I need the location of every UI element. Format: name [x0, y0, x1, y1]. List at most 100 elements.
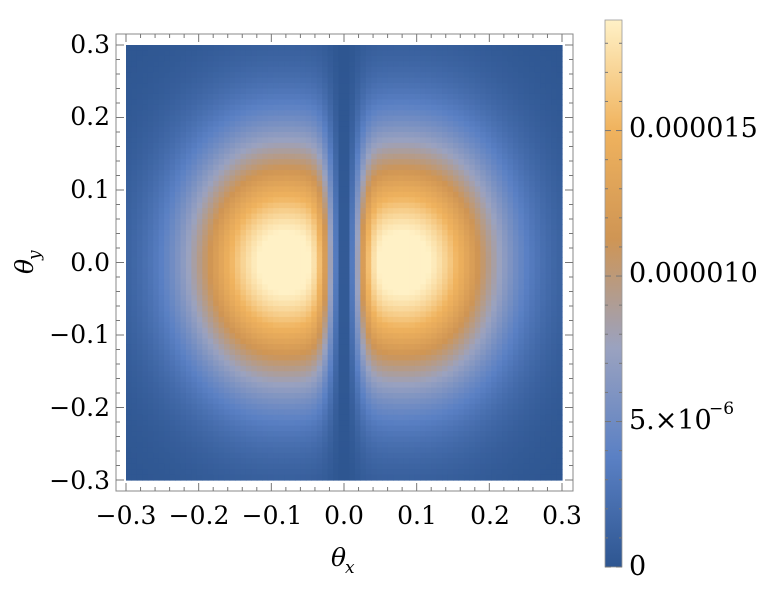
- heatmap-cell: [153, 137, 160, 144]
- heatmap-cell: [158, 148, 165, 155]
- heatmap-cell: [164, 387, 171, 394]
- heatmap-cell: [267, 55, 274, 62]
- heatmap-cell: [213, 349, 220, 356]
- heatmap-cell: [311, 66, 318, 73]
- heatmap-cell: [213, 360, 220, 367]
- heatmap-cell: [365, 142, 372, 149]
- heatmap-cell: [256, 83, 263, 90]
- heatmap-cell: [387, 115, 394, 122]
- heatmap-cell: [169, 197, 176, 204]
- heatmap-cell: [371, 197, 378, 204]
- heatmap-cell: [213, 398, 220, 405]
- heatmap-cell: [158, 327, 165, 334]
- heatmap-cell: [207, 132, 214, 139]
- heatmap-cell: [327, 126, 334, 133]
- heatmap-cell: [262, 393, 269, 400]
- heatmap-cell: [262, 110, 269, 117]
- heatmap-cell: [262, 219, 269, 226]
- heatmap-cell: [213, 137, 220, 144]
- heatmap-cell: [294, 409, 301, 416]
- heatmap-cell: [158, 360, 165, 367]
- heatmap-cell: [327, 148, 334, 155]
- heatmap-cell: [453, 104, 460, 111]
- heatmap-cell: [431, 159, 438, 166]
- heatmap-cell: [224, 414, 231, 421]
- heatmap-cell: [142, 452, 149, 459]
- heatmap-cell: [338, 153, 345, 160]
- heatmap-cell: [458, 382, 465, 389]
- heatmap-cell: [414, 240, 421, 247]
- heatmap-cell: [327, 202, 334, 209]
- heatmap-cell: [229, 295, 236, 302]
- heatmap-cell: [409, 441, 416, 448]
- heatmap-cell: [344, 311, 351, 318]
- heatmap-cell: [278, 393, 285, 400]
- heatmap-cell: [278, 267, 285, 274]
- heatmap-cell: [316, 219, 323, 226]
- heatmap-cell: [436, 186, 443, 193]
- heatmap-cell: [245, 452, 252, 459]
- heatmap-cell: [294, 208, 301, 215]
- heatmap-cell: [224, 180, 231, 187]
- heatmap-cell: [338, 414, 345, 421]
- heatmap-cell: [240, 224, 247, 231]
- heatmap-cell: [164, 202, 171, 209]
- heatmap-cell: [431, 224, 438, 231]
- heatmap-cell: [289, 311, 296, 318]
- heatmap-cell: [420, 142, 427, 149]
- heatmap-cell: [164, 93, 171, 100]
- heatmap-cell: [262, 316, 269, 323]
- heatmap-cell: [147, 208, 154, 215]
- heatmap-cell: [142, 458, 149, 465]
- heatmap-cell: [267, 295, 274, 302]
- heatmap-cell: [447, 66, 454, 73]
- heatmap-cell: [327, 273, 334, 280]
- heatmap-cell: [196, 45, 203, 52]
- heatmap-cell: [305, 387, 312, 394]
- heatmap-cell: [431, 295, 438, 302]
- heatmap-cell: [229, 93, 236, 100]
- heatmap-cell: [436, 447, 443, 454]
- heatmap-cell: [213, 469, 220, 476]
- heatmap-cell: [235, 273, 242, 280]
- heatmap-cell: [458, 273, 465, 280]
- heatmap-cell: [398, 414, 405, 421]
- heatmap-cell: [436, 267, 443, 274]
- heatmap-cell: [425, 295, 432, 302]
- heatmap-cell: [458, 164, 465, 171]
- heatmap-cell: [251, 469, 258, 476]
- heatmap-cell: [333, 197, 340, 204]
- heatmap-cell: [256, 61, 263, 68]
- heatmap-cell: [251, 452, 258, 459]
- heatmap-cell: [284, 322, 291, 329]
- heatmap-cell: [218, 463, 225, 470]
- heatmap-cell: [262, 50, 269, 57]
- heatmap-cell: [409, 393, 416, 400]
- heatmap-cell: [376, 208, 383, 215]
- heatmap-cell: [425, 393, 432, 400]
- heatmap-cell: [175, 344, 182, 351]
- heatmap-cell: [169, 316, 176, 323]
- heatmap-cell: [158, 452, 165, 459]
- heatmap-cell: [305, 333, 312, 340]
- heatmap-cell: [278, 382, 285, 389]
- heatmap-cell: [251, 387, 258, 394]
- heatmap-cell: [338, 262, 345, 269]
- heatmap-cell: [360, 311, 367, 318]
- heatmap-cell: [322, 148, 329, 155]
- heatmap-cell: [185, 224, 192, 231]
- heatmap-cell: [371, 289, 378, 296]
- heatmap-cell: [278, 349, 285, 356]
- heatmap-cell: [431, 99, 438, 106]
- heatmap-cell: [371, 257, 378, 264]
- heatmap-cell: [240, 159, 247, 166]
- heatmap-cell: [425, 284, 432, 291]
- heatmap-cell: [191, 278, 198, 285]
- heatmap-cell: [153, 360, 160, 367]
- heatmap-cell: [284, 246, 291, 253]
- heatmap-cell: [387, 50, 394, 57]
- heatmap-cell: [153, 148, 160, 155]
- heatmap-cell: [398, 126, 405, 133]
- heatmap-cell: [338, 284, 345, 291]
- heatmap-cell: [294, 132, 301, 139]
